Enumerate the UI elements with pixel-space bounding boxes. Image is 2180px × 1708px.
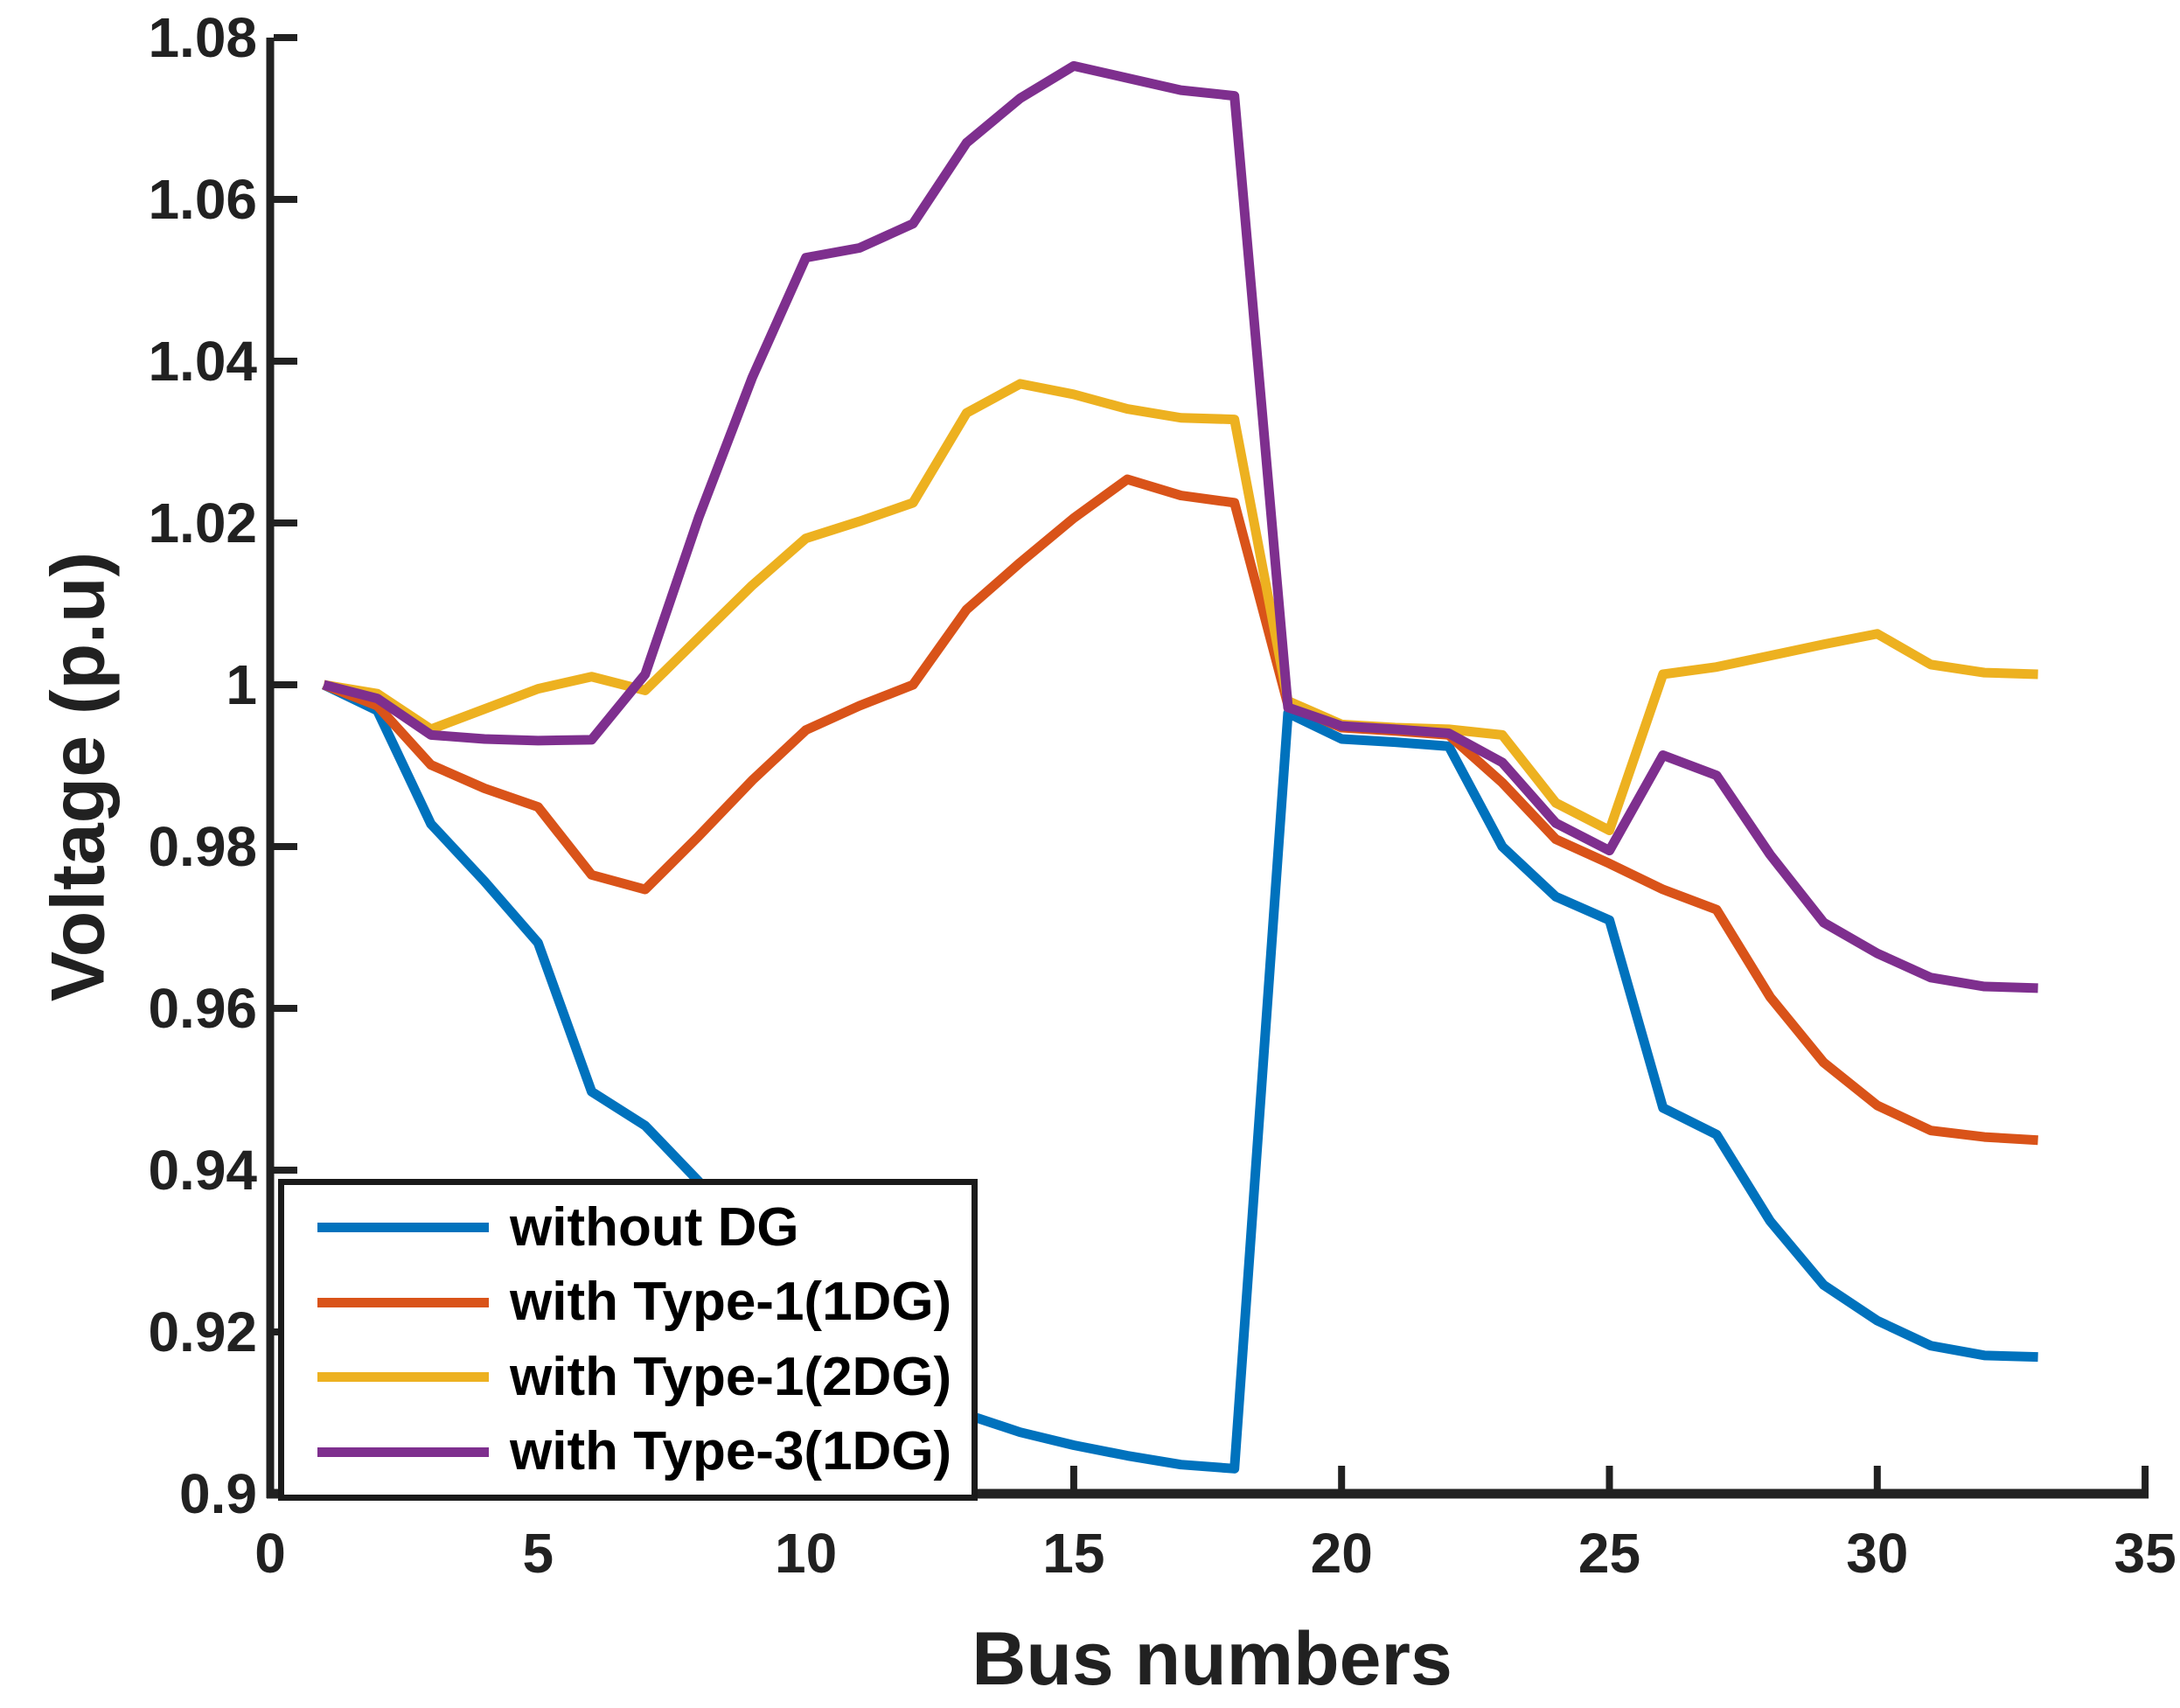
legend-label: with Type-3(1DG) xyxy=(510,1421,952,1482)
series-line-without-dg xyxy=(321,680,2038,1474)
series-line-with-type-3-1dg- xyxy=(322,60,2038,993)
y-tick-label: 0.96 xyxy=(148,977,257,1040)
x-tick-label: 30 xyxy=(1846,1522,1908,1585)
legend-item-type1-1dg: with Type-1(1DG) xyxy=(317,1275,972,1329)
y-axis-title: Voltage (p.u) xyxy=(36,551,121,1002)
x-tick-label: 25 xyxy=(1578,1522,1640,1585)
y-tick-label: 1 xyxy=(226,653,257,716)
series-line-with-type-1-2dg- xyxy=(323,379,2038,835)
legend-item-without-dg: without DG xyxy=(317,1196,972,1258)
x-tick-label: 10 xyxy=(775,1522,837,1585)
y-tick-label: 0.9 xyxy=(179,1462,257,1525)
legend-line-swatch-purple xyxy=(317,1447,489,1457)
legend-line-swatch-blue xyxy=(317,1223,489,1233)
legend-item-type1-2dg: with Type-1(2DG) xyxy=(317,1346,972,1407)
legend-label: without DG xyxy=(510,1196,799,1258)
legend-line-swatch-yellow xyxy=(317,1372,489,1383)
x-tick-label: 5 xyxy=(523,1522,554,1585)
legend-box: without DG with Type-1(1DG) with Type-1(… xyxy=(278,1179,978,1501)
y-tick-label: 1.02 xyxy=(148,491,257,554)
x-tick-label: 0 xyxy=(254,1522,286,1585)
legend-label: with Type-1(2DG) xyxy=(510,1346,952,1407)
legend-line-swatch-orange xyxy=(317,1297,489,1307)
legend-item-type3-1dg: with Type-3(1DG) xyxy=(317,1425,972,1479)
y-tick-label: 1.04 xyxy=(148,330,257,393)
x-axis-title: Bus numbers xyxy=(972,1617,1452,1701)
y-tick-label: 0.94 xyxy=(148,1139,257,1202)
y-tick-label: 1.06 xyxy=(148,168,257,231)
y-tick-label: 0.98 xyxy=(148,815,257,878)
x-tick-label: 15 xyxy=(1042,1522,1104,1585)
series-line-with-type-1-1dg- xyxy=(322,474,2038,1146)
x-tick-label: 35 xyxy=(2114,1522,2177,1585)
y-tick-label: 0.92 xyxy=(148,1300,257,1363)
y-tick-label: 1.08 xyxy=(148,6,257,69)
x-tick-label: 20 xyxy=(1311,1522,1373,1585)
legend-label: with Type-1(1DG) xyxy=(510,1272,952,1333)
